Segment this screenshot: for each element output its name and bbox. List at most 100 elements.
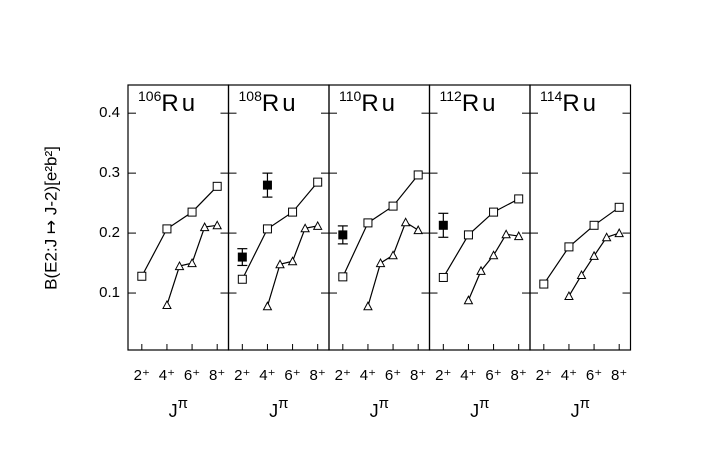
- triangle-point: [463, 295, 474, 305]
- x-tick-label: 2⁺: [234, 367, 250, 384]
- triangle-point: [501, 229, 511, 239]
- x-axis-label: Jπ: [571, 395, 590, 421]
- panel-frame: [428, 84, 531, 351]
- square-point: [137, 271, 147, 281]
- triangle-point: [513, 231, 524, 241]
- series-line: [141, 185, 218, 277]
- panel-frame: [328, 84, 431, 351]
- title-mass: 114: [540, 88, 563, 104]
- series-line: [266, 225, 318, 307]
- title-mass: 112: [440, 88, 463, 104]
- square-point: [614, 202, 624, 212]
- title-mass: 110: [339, 88, 362, 104]
- series-line: [342, 174, 419, 278]
- series-line: [568, 232, 620, 297]
- y-tick-label: 0.1: [99, 284, 120, 301]
- x-axis-label: Jπ: [169, 395, 188, 421]
- triangle-point: [287, 256, 298, 266]
- square-point: [438, 272, 448, 282]
- triangle-point: [275, 259, 285, 269]
- x-label-base: J: [470, 401, 479, 421]
- square-point: [489, 207, 499, 217]
- triangle-point: [162, 299, 172, 310]
- x-label-base: J: [269, 401, 278, 421]
- triangle-point: [413, 225, 424, 235]
- square-point: [262, 224, 272, 234]
- x-label-base: J: [571, 401, 580, 421]
- triangle-point: [576, 269, 587, 280]
- series-line: [467, 233, 519, 301]
- x-label-base: J: [169, 401, 178, 421]
- triangle-point: [187, 258, 197, 268]
- triangle-point: [174, 261, 185, 271]
- series-line: [241, 181, 319, 280]
- x-label-sup: π: [379, 395, 389, 412]
- y-tick-label: 0.3: [99, 164, 120, 181]
- filled-square-point: [262, 180, 272, 190]
- title-mass: 106: [138, 88, 162, 104]
- triangle-point: [564, 290, 574, 301]
- triangle-point: [400, 217, 411, 227]
- x-tick-label: 4⁺: [460, 367, 476, 384]
- square-point: [564, 242, 574, 252]
- triangle-point: [488, 250, 499, 260]
- triangle-point: [300, 223, 310, 233]
- y-tick-label: 0.2: [99, 224, 120, 241]
- square-point: [288, 207, 298, 217]
- title-element: Ru: [262, 90, 299, 117]
- panel-title: 112Ru: [440, 88, 499, 118]
- x-tick-label: 8⁺: [410, 367, 426, 384]
- square-point: [589, 220, 599, 230]
- triangle-point: [212, 220, 223, 230]
- x-label-sup: π: [278, 395, 288, 412]
- panel-title: 108Ru: [239, 88, 299, 118]
- triangle-point: [476, 265, 486, 275]
- series-line: [442, 198, 519, 278]
- triangle-point: [601, 232, 612, 242]
- y-axis-label: B(E2:J ↦ J-2)[e²b²]: [41, 146, 60, 290]
- series-line: [367, 221, 419, 307]
- series-line: [543, 206, 620, 285]
- square-point: [162, 224, 172, 234]
- square-point: [413, 170, 423, 180]
- triangle-point: [388, 250, 398, 260]
- x-tick-label: 2⁺: [435, 367, 451, 384]
- x-tick-label: 8⁺: [209, 367, 225, 384]
- panel-frame: [127, 84, 230, 351]
- x-tick-label: 8⁺: [611, 367, 627, 384]
- x-label-sup: π: [580, 395, 590, 412]
- title-element: Ru: [361, 90, 398, 117]
- square-point: [212, 181, 222, 191]
- title-element: Ru: [462, 90, 499, 117]
- square-point: [237, 274, 247, 284]
- x-axis-label: Jπ: [470, 395, 489, 421]
- square-point: [187, 207, 197, 217]
- x-tick-label: 6⁺: [586, 367, 602, 384]
- x-tick-label: 6⁺: [385, 367, 401, 384]
- triangle-point: [199, 222, 210, 232]
- triangle-point: [363, 301, 373, 311]
- filled-square-point: [338, 230, 348, 240]
- x-label-sup: π: [178, 395, 188, 412]
- title-element: Ru: [562, 90, 599, 117]
- x-tick-label: 6⁺: [184, 367, 200, 384]
- square-point: [463, 230, 473, 240]
- panel-title: 114Ru: [540, 88, 599, 118]
- title-mass: 108: [239, 88, 263, 104]
- panel-frame: [227, 84, 330, 351]
- square-point: [313, 177, 323, 187]
- square-point: [514, 194, 524, 204]
- square-point: [338, 272, 348, 282]
- x-tick-label: 6⁺: [485, 367, 501, 384]
- x-label-sup: π: [479, 395, 489, 412]
- x-tick-label: 2⁺: [134, 367, 150, 384]
- x-tick-label: 4⁺: [561, 367, 577, 384]
- triangle-point: [589, 250, 599, 260]
- triangle-point: [262, 301, 273, 311]
- panel-title: 106Ru: [138, 88, 198, 118]
- x-axis-label: Jπ: [370, 395, 389, 421]
- square-point: [363, 218, 373, 228]
- panel-title: 110Ru: [339, 88, 398, 118]
- square-point: [539, 279, 549, 289]
